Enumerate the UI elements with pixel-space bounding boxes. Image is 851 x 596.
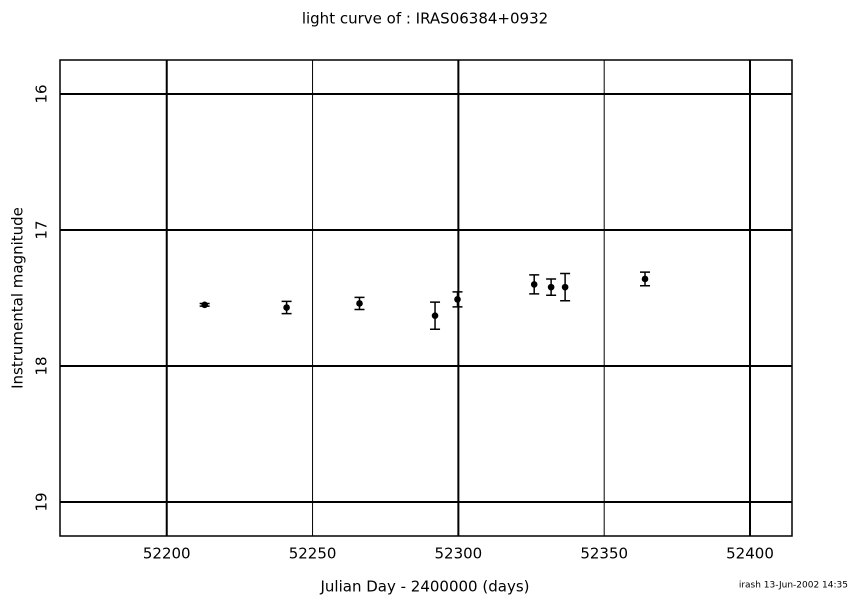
data-point — [454, 296, 461, 303]
data-point — [547, 283, 555, 291]
y-tick-label: 17 — [33, 220, 51, 239]
x-tick-label: 52400 — [726, 545, 774, 563]
data-point — [641, 275, 649, 283]
data-point — [201, 301, 208, 309]
data-point — [561, 283, 569, 291]
x-tick-label: 52200 — [143, 545, 191, 563]
data-point — [283, 304, 290, 311]
y-axis-label: Instrumental magnitude — [9, 207, 27, 389]
footer: irash 13-Jun-2002 14:35 — [739, 581, 848, 591]
y-tick-label: 16 — [33, 84, 51, 103]
x-tick-label: 52350 — [580, 545, 628, 563]
chart-title: light curve of : IRAS06384+0932 — [302, 10, 548, 28]
y-tick-label: 19 — [33, 492, 51, 511]
x-tick-label: 52250 — [289, 545, 337, 563]
y-tick-label: 18 — [33, 356, 51, 375]
x-axis-label: Julian Day - 2400000 (days) — [320, 578, 530, 596]
data-point — [530, 281, 538, 288]
plot-frame — [59, 59, 793, 537]
data-point — [431, 312, 439, 319]
x-tick-label: 52300 — [435, 545, 483, 563]
data-point — [356, 300, 363, 307]
